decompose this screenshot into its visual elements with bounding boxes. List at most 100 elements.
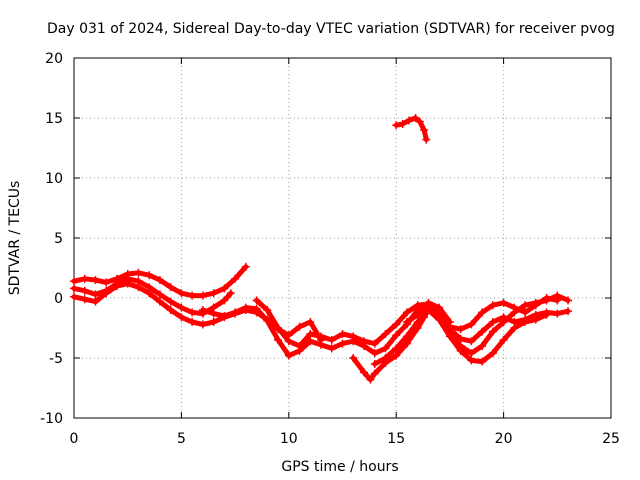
data-point <box>553 296 562 305</box>
data-point <box>209 289 218 298</box>
data-point <box>488 318 497 326</box>
data-point <box>231 274 240 283</box>
data-point <box>445 322 454 331</box>
data-point <box>209 309 218 318</box>
data-point <box>381 330 390 338</box>
data-point <box>198 320 207 329</box>
data-point <box>499 336 508 344</box>
data-point <box>531 315 540 324</box>
data-point <box>317 340 326 349</box>
data-point <box>134 283 143 292</box>
data-point <box>521 308 530 317</box>
data-point <box>241 303 250 312</box>
data-point <box>102 289 111 298</box>
data-point <box>284 337 293 346</box>
axis-ticks: 0 5 10 15 20 25 -10 -5 0 5 10 15 20 <box>40 51 620 447</box>
data-point <box>123 279 132 288</box>
data-point <box>370 369 379 378</box>
x-tick-label: 15 <box>387 431 405 447</box>
data-point <box>338 339 347 348</box>
data-point <box>392 344 401 353</box>
data-point <box>521 301 530 310</box>
y-axis-label: SDTVAR / TECUs <box>7 181 23 296</box>
data-point <box>435 312 444 320</box>
data-point <box>415 117 424 126</box>
data-point <box>188 318 197 326</box>
data-point <box>252 304 261 313</box>
data-point <box>231 308 240 317</box>
data-point <box>198 291 207 300</box>
data-marks <box>70 114 573 384</box>
y-tick-label: 0 <box>54 291 63 307</box>
data-point <box>467 356 476 365</box>
data-point <box>295 322 304 331</box>
data-point <box>402 339 411 348</box>
data-point <box>349 332 358 341</box>
data-point <box>456 334 465 343</box>
data-point <box>177 303 186 312</box>
data-point <box>521 318 530 326</box>
data-point <box>349 354 358 362</box>
data-point <box>370 349 379 358</box>
x-tick-label: 10 <box>280 431 298 447</box>
data-point <box>306 330 315 338</box>
data-point <box>478 308 487 317</box>
data-point <box>145 289 154 298</box>
series-track-9 <box>392 114 431 144</box>
y-tick-label: 15 <box>45 111 63 127</box>
data-point <box>488 327 497 336</box>
data-point <box>370 360 379 368</box>
data-point <box>510 303 519 312</box>
data-point <box>263 316 272 325</box>
data-point <box>402 318 411 326</box>
data-point <box>188 291 197 300</box>
data-point <box>198 306 207 314</box>
data-point <box>366 375 375 384</box>
data-point <box>424 303 433 312</box>
data-point <box>564 307 573 316</box>
data-point <box>370 339 379 348</box>
data-point <box>467 320 476 329</box>
data-point <box>531 301 540 310</box>
x-axis-label: GPS time / hours <box>281 459 398 475</box>
data-point <box>542 294 551 302</box>
data-point <box>499 298 508 307</box>
data-point <box>422 135 431 144</box>
data-point <box>177 313 186 322</box>
data-point <box>166 283 175 292</box>
data-point <box>499 318 508 326</box>
data-point <box>252 296 261 305</box>
data-point <box>188 308 197 317</box>
data-point <box>102 278 111 287</box>
data-point <box>402 308 411 317</box>
data-point <box>478 342 487 350</box>
data-point <box>274 336 283 344</box>
data-point <box>413 310 422 319</box>
data-point <box>209 318 218 326</box>
data-point <box>392 121 401 130</box>
data-point <box>80 295 89 304</box>
data-point <box>564 296 573 305</box>
data-point <box>392 331 401 340</box>
data-point <box>284 351 293 360</box>
data-point <box>542 310 551 319</box>
data-point <box>166 306 175 314</box>
data-point <box>338 330 347 338</box>
data-point <box>411 114 420 122</box>
data-point <box>70 277 78 286</box>
y-tick-label: -5 <box>49 351 63 367</box>
data-point <box>274 324 283 332</box>
data-point <box>155 276 164 284</box>
data-point <box>91 297 100 306</box>
data-point <box>510 324 519 332</box>
data-point <box>456 325 465 334</box>
chart-title: Day 031 of 2024, Sidereal Day-to-day VTE… <box>47 21 615 37</box>
data-point <box>392 320 401 329</box>
data-point <box>145 271 154 280</box>
data-point <box>91 290 100 299</box>
data-point <box>327 344 336 353</box>
data-point <box>413 301 422 310</box>
data-point <box>241 262 250 271</box>
